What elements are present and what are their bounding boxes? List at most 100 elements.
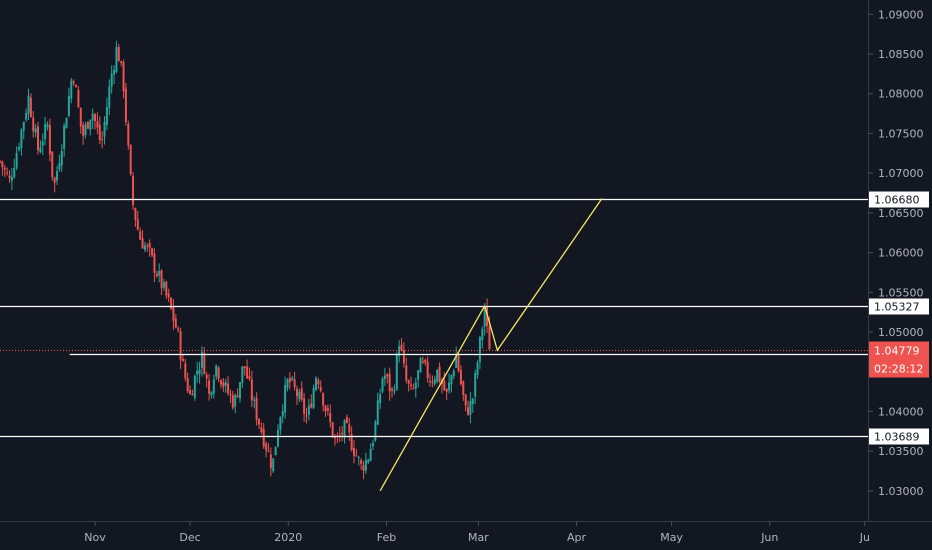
candle-body — [58, 163, 61, 170]
price-labels: 1.066801.053271.047241.036891.0477902:28… — [869, 191, 929, 445]
candle-body — [13, 167, 16, 178]
candle-body — [355, 455, 358, 457]
candle-body — [34, 128, 37, 133]
candle-body — [191, 394, 194, 396]
candle-body — [386, 374, 389, 377]
candle-body — [65, 118, 68, 129]
candle-body — [143, 245, 146, 250]
candle-body — [303, 398, 306, 415]
candle-body — [44, 123, 47, 140]
candle-body — [476, 362, 479, 375]
candle-body — [326, 408, 329, 411]
x-tick-label: Dec — [179, 531, 200, 544]
level-price-label: 1.06680 — [874, 194, 920, 207]
current-price-label: 1.04779 — [874, 345, 920, 358]
candle-body — [429, 380, 432, 383]
x-tick-label: Ju — [859, 531, 870, 544]
candle-body — [70, 80, 73, 99]
candle-body — [72, 81, 75, 84]
y-tick-label: 1.06500 — [878, 207, 924, 220]
candle-body — [376, 400, 379, 425]
candle-body — [238, 382, 241, 399]
candle-body — [177, 328, 180, 331]
candle-body — [162, 282, 165, 288]
candle-body — [322, 393, 325, 406]
candle-body — [124, 88, 127, 122]
candle-body — [148, 243, 151, 248]
candle-body — [205, 374, 208, 379]
candle-body — [388, 373, 391, 392]
candle-body — [186, 378, 189, 392]
candle-body — [181, 358, 184, 362]
candle-body — [424, 359, 427, 363]
x-tick-label: Mar — [468, 531, 489, 544]
candle-body — [265, 443, 268, 451]
candle-body — [407, 380, 410, 385]
candle-body — [433, 379, 436, 384]
candle-body — [350, 434, 353, 451]
candle-body — [431, 381, 434, 383]
candle-body — [462, 381, 465, 395]
candle-body — [279, 417, 282, 431]
y-tick-label: 1.06000 — [878, 247, 924, 260]
candle-body — [324, 405, 327, 412]
candle-body — [63, 125, 66, 149]
candle-body — [284, 385, 287, 413]
candle-body — [395, 354, 398, 390]
candle-body — [15, 152, 18, 168]
candle-body — [310, 403, 313, 408]
candle-body — [405, 365, 408, 381]
candle-body — [312, 388, 315, 408]
candle-body — [101, 138, 104, 140]
candle-body — [39, 147, 42, 153]
candle-body — [96, 121, 99, 128]
candle-body — [281, 411, 284, 417]
candle-body — [158, 271, 161, 276]
x-tick-label: Apr — [567, 531, 587, 544]
candle-body — [84, 124, 87, 136]
candle-body — [414, 382, 417, 389]
candle-body — [257, 418, 260, 425]
candle-body — [129, 145, 132, 175]
y-tick-label: 1.08000 — [878, 88, 924, 101]
candle-body — [436, 369, 439, 382]
candle-body — [41, 141, 44, 146]
level-price-box — [869, 298, 929, 315]
candle-body — [217, 367, 220, 379]
candle-body — [103, 122, 106, 137]
candle-body — [381, 378, 384, 392]
candle-body — [37, 126, 40, 151]
candle-body — [67, 95, 70, 116]
candle-body — [250, 379, 253, 401]
candle-body — [314, 378, 317, 390]
candle-body — [272, 458, 275, 472]
candle-body — [455, 355, 458, 368]
candle-body — [400, 344, 403, 351]
candle-body — [410, 384, 413, 387]
drawing-layer — [379, 198, 603, 492]
price-axis: 1.09000 1.08500 1.08000 1.07500 1.07000 1.065… — [868, 8, 924, 498]
candle-body — [317, 380, 320, 385]
candle-body — [110, 73, 113, 87]
candle-body — [203, 352, 206, 375]
x-tick-label: Feb — [377, 531, 396, 544]
candle-body — [151, 248, 154, 256]
candle-body — [293, 379, 296, 388]
candle-body — [288, 377, 291, 383]
candle-body — [215, 365, 218, 377]
y-tick-label: 1.03500 — [878, 445, 924, 458]
candle-body — [155, 273, 158, 277]
candle-body — [488, 325, 491, 350]
y-tick-label: 1.04000 — [878, 405, 924, 418]
candle-body — [248, 376, 251, 379]
candle-body — [438, 366, 441, 382]
candle-body — [208, 380, 211, 394]
candle-body — [402, 350, 405, 364]
candle-body — [22, 122, 25, 131]
candle-body — [10, 176, 13, 181]
y-tick-label: 1.07000 — [878, 167, 924, 180]
candle-body — [27, 95, 30, 114]
candle-body — [25, 113, 28, 120]
candle-body — [464, 394, 467, 406]
